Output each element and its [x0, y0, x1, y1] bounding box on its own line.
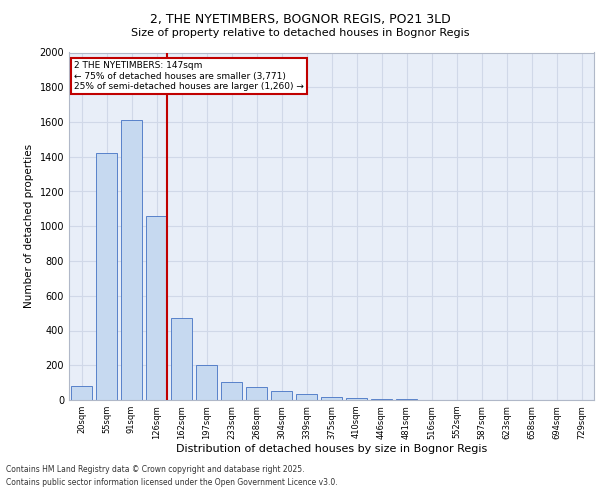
Bar: [221, 382, 242, 400]
X-axis label: Distribution of detached houses by size in Bognor Regis: Distribution of detached houses by size …: [176, 444, 487, 454]
Text: Size of property relative to detached houses in Bognor Regis: Size of property relative to detached ho…: [131, 28, 469, 38]
Text: Contains HM Land Registry data © Crown copyright and database right 2025.: Contains HM Land Registry data © Crown c…: [6, 466, 305, 474]
Bar: [271, 392, 292, 400]
Bar: [346, 398, 367, 400]
Bar: [246, 387, 267, 400]
Bar: [96, 154, 117, 400]
Text: Contains public sector information licensed under the Open Government Licence v3: Contains public sector information licen…: [6, 478, 338, 487]
Text: 2 THE NYETIMBERS: 147sqm
← 75% of detached houses are smaller (3,771)
25% of sem: 2 THE NYETIMBERS: 147sqm ← 75% of detach…: [74, 61, 304, 91]
Bar: [171, 318, 192, 400]
Bar: [121, 120, 142, 400]
Y-axis label: Number of detached properties: Number of detached properties: [24, 144, 34, 308]
Bar: [146, 216, 167, 400]
Bar: [196, 365, 217, 400]
Bar: [71, 386, 92, 400]
Bar: [296, 394, 317, 400]
Bar: [371, 399, 392, 400]
Text: 2, THE NYETIMBERS, BOGNOR REGIS, PO21 3LD: 2, THE NYETIMBERS, BOGNOR REGIS, PO21 3L…: [149, 12, 451, 26]
Bar: [321, 397, 342, 400]
